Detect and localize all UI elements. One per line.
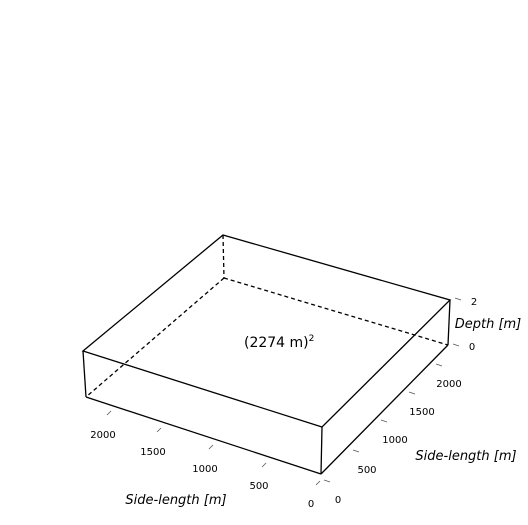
right-axis-title: Side-length [m] [415, 449, 516, 464]
right-axis-tick-label: 500 [357, 465, 376, 476]
edge-front-vertical [320, 426, 323, 475]
right-axis-tick [323, 479, 331, 483]
hidden-edge-back-right [223, 277, 449, 346]
front-axis-tick-label: 1500 [140, 447, 165, 458]
edge-right-vertical [447, 299, 451, 346]
front-axis: 0 500 1000 1500 2000 Side-length [m] [90, 410, 321, 510]
hidden-edge-back-left [85, 277, 225, 398]
depth-axis-title: Depth [m] [455, 317, 522, 332]
front-axis-tick-label: 1000 [192, 464, 217, 475]
front-axis-tick-label: 500 [249, 481, 268, 492]
edge-bottom-front [85, 396, 322, 475]
front-axis-tick [156, 427, 162, 433]
depth-axis-tick [452, 343, 460, 347]
right-axis: 0 500 1000 1500 2000 Side-length [m] [323, 363, 517, 506]
depth-axis-tick-label: 0 [469, 342, 475, 353]
front-axis-tick [106, 410, 112, 416]
right-axis-tick [352, 449, 360, 453]
right-axis-tick [380, 419, 388, 423]
edge-left-vertical [82, 350, 87, 398]
area-label: (2274 m)2 [244, 334, 314, 351]
right-axis-tick-label: 0 [335, 495, 341, 506]
right-axis-tick-label: 1000 [382, 435, 407, 446]
area-label-exponent: 2 [309, 334, 315, 344]
area-label-base: (2274 m) [244, 335, 309, 351]
front-axis-tick [315, 480, 321, 486]
right-axis-tick [408, 391, 416, 395]
right-axis-tick [435, 363, 443, 367]
hidden-edges [85, 234, 449, 398]
right-axis-tick-label: 1500 [409, 407, 434, 418]
front-axis-title: Side-length [m] [125, 493, 226, 508]
front-axis-tick [208, 444, 214, 450]
front-axis-tick-label: 0 [308, 499, 314, 510]
hidden-edge-back-vertical [222, 234, 225, 279]
visible-edges [81, 234, 452, 475]
front-axis-tick [261, 462, 267, 468]
edge-bottom-right [320, 344, 449, 475]
depth-axis-tick-label: 2 [471, 297, 477, 308]
depth-axis-tick [454, 297, 462, 301]
depth-axis: 0 2 Depth [m] [452, 297, 522, 353]
front-axis-tick-label: 2000 [90, 430, 115, 441]
right-axis-tick-label: 2000 [436, 379, 461, 390]
